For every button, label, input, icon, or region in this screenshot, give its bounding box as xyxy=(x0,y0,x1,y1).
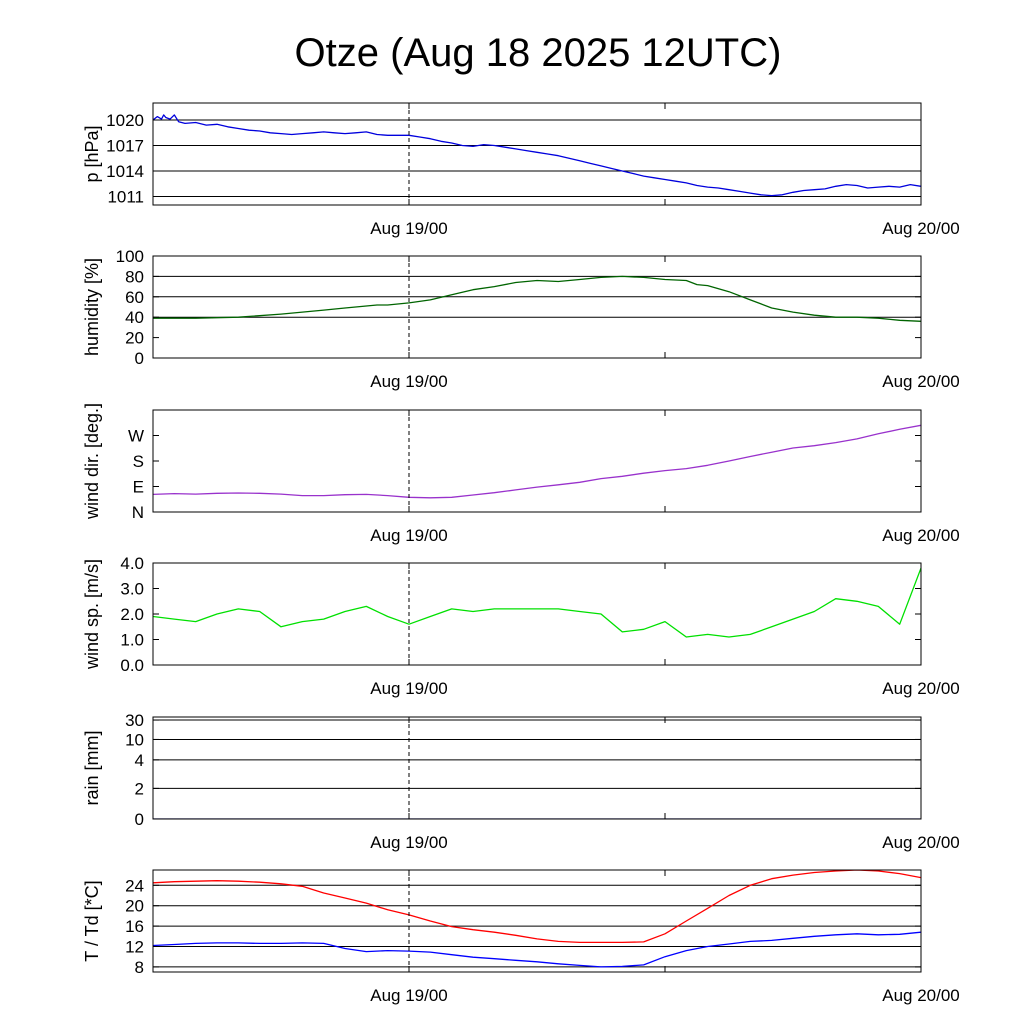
series-group xyxy=(153,275,921,322)
y-tick-label: 12 xyxy=(125,938,144,957)
x-tick-label: Aug 19/00 xyxy=(370,219,448,238)
y-tick-label: 4.0 xyxy=(120,554,144,573)
x-tick-label: Aug 20/00 xyxy=(882,372,960,391)
x-tick-label: Aug 19/00 xyxy=(370,372,448,391)
x-tick-label: Aug 19/00 xyxy=(370,679,448,698)
y-axis-label: T / Td [*C] xyxy=(82,880,102,961)
y-tick-label: 2.0 xyxy=(120,605,144,624)
panel-frame xyxy=(152,255,922,359)
series-group xyxy=(153,424,921,499)
x-tick-label: Aug 20/00 xyxy=(882,679,960,698)
x-tick-label: Aug 20/00 xyxy=(882,526,960,545)
y-tick-label: 1014 xyxy=(106,162,144,181)
y-tick-label: E xyxy=(133,478,144,497)
y-tick-label: 60 xyxy=(125,288,144,307)
x-tick-label: Aug 19/00 xyxy=(370,986,448,1005)
panel-frame xyxy=(152,869,922,973)
y-tick-label: 1020 xyxy=(106,111,144,130)
y-axis-label: humidity [%] xyxy=(82,258,102,356)
panel-4: 0.0 1.0 2.0 3.0 4.0 wind sp. [m/s] Aug 19/00 Au… xyxy=(82,554,960,698)
y-tick-label: 0 xyxy=(135,349,144,368)
series-line-pressure xyxy=(153,114,921,197)
y-tick-label: 20 xyxy=(125,897,144,916)
y-axis-label: p [hPa] xyxy=(82,125,102,182)
y-tick-label: 1017 xyxy=(106,137,144,156)
y-tick-label: 40 xyxy=(125,308,144,327)
y-tick-label: 10 xyxy=(125,730,144,749)
series-line-wind-speed xyxy=(153,567,921,638)
y-tick-label: 8 xyxy=(135,958,144,977)
y-tick-label: 20 xyxy=(125,329,144,348)
panel-frame xyxy=(152,409,922,513)
y-tick-label: S xyxy=(133,452,144,471)
x-tick-label: Aug 20/00 xyxy=(882,833,960,852)
y-tick-label: N xyxy=(132,503,144,522)
x-tick-label: Aug 20/00 xyxy=(882,219,960,238)
y-tick-label: 16 xyxy=(125,917,144,936)
series-line-humidity xyxy=(153,275,921,322)
y-tick-label: 4 xyxy=(135,751,144,770)
series-line-t xyxy=(153,870,921,944)
y-axis-label: wind dir. [deg.] xyxy=(82,403,102,520)
y-tick-label: 80 xyxy=(125,267,144,286)
series-line-td xyxy=(153,931,921,968)
x-tick-label: Aug 19/00 xyxy=(370,526,448,545)
series-group xyxy=(153,567,921,638)
y-tick-label: 0 xyxy=(135,810,144,829)
y-axis-label: wind sp. [m/s] xyxy=(82,559,102,670)
y-tick-label: 0.0 xyxy=(120,656,144,675)
series-group xyxy=(153,114,921,197)
chart-title: Otze (Aug 18 2025 12UTC) xyxy=(295,31,782,75)
y-tick-label: 3.0 xyxy=(120,580,144,599)
x-tick-label: Aug 19/00 xyxy=(370,833,448,852)
y-tick-label: 30 xyxy=(125,711,144,730)
y-tick-label: 100 xyxy=(116,247,144,266)
y-tick-label: W xyxy=(128,427,144,446)
series-group xyxy=(153,870,921,968)
x-tick-label: Aug 20/00 xyxy=(882,986,960,1005)
y-tick-label: 1011 xyxy=(107,188,144,207)
y-tick-label: 2 xyxy=(135,779,144,798)
y-tick-label: 24 xyxy=(125,876,144,895)
panel-frame xyxy=(152,716,922,820)
series-line-wind-direction xyxy=(153,424,921,499)
y-axis-label: rain [mm] xyxy=(82,730,102,805)
panel-frame xyxy=(152,102,922,206)
y-tick-label: 1.0 xyxy=(120,631,144,650)
